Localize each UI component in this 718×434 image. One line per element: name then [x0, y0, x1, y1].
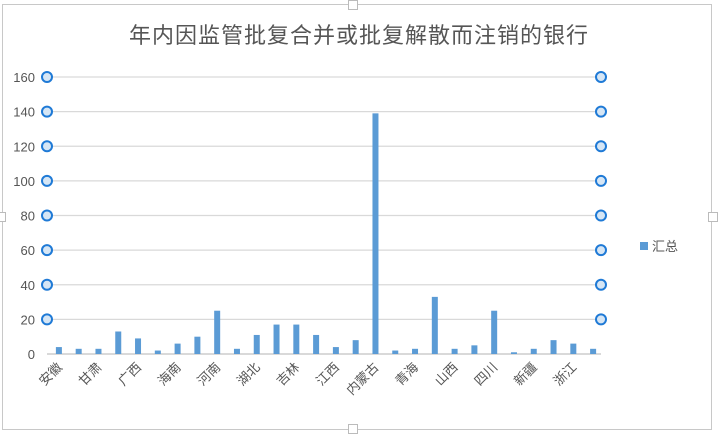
gridline-selection-handle[interactable] [41, 140, 53, 153]
gridline-selection-handle[interactable] [41, 105, 53, 118]
bar [313, 334, 320, 354]
gridline-selection-handle[interactable] [41, 244, 53, 257]
chart-frame[interactable] [2, 4, 712, 430]
bar [510, 352, 517, 354]
legend: 汇总 [640, 236, 678, 255]
resize-handle-top[interactable] [348, 0, 358, 10]
bar [253, 334, 260, 354]
gridline-selection-handle[interactable] [41, 313, 53, 326]
bar [530, 348, 537, 354]
bar [451, 348, 458, 354]
y-tick-label: 80 [21, 209, 35, 224]
bar [392, 350, 399, 354]
bar [550, 340, 557, 354]
legend-swatch [640, 241, 648, 250]
y-tick-label: 140 [13, 105, 35, 120]
gridline-selection-handle[interactable] [595, 174, 607, 187]
x-tick-label: 广西 [116, 360, 145, 389]
y-tick-label: 60 [21, 243, 35, 258]
y-tick-label: 40 [21, 278, 35, 293]
x-tick-label: 吉林 [274, 360, 303, 389]
bar [233, 348, 240, 354]
bar [75, 348, 82, 354]
bar [332, 347, 339, 354]
y-tick-label: 120 [13, 139, 35, 154]
x-tick-label: 青海 [393, 360, 422, 389]
gridline-selection-handle[interactable] [595, 278, 607, 291]
gridline-selection-handle[interactable] [595, 209, 607, 222]
x-tick-label: 山西 [432, 360, 461, 389]
bar [431, 296, 438, 354]
x-tick-label: 安徽 [37, 360, 66, 389]
chart-title: 年内因监管批复合并或批复解散而注销的银行 [128, 24, 589, 49]
bar [352, 340, 359, 354]
gridline-selection-handle[interactable] [41, 278, 53, 291]
y-tick-label: 160 [13, 70, 35, 85]
x-tick-label: 浙江 [551, 360, 580, 389]
y-tick-label: 100 [13, 174, 35, 189]
gridline-selection-handle[interactable] [41, 209, 53, 222]
x-tick-label: 河南 [194, 360, 224, 390]
bar [590, 348, 597, 354]
x-tick-label: 新疆 [511, 360, 541, 390]
bar [154, 350, 161, 354]
gridline-selection-handle[interactable] [595, 71, 607, 83]
bar [135, 338, 142, 354]
x-tick-label: 内蒙古 [343, 360, 382, 399]
bar [293, 324, 300, 354]
x-tick-label: 海南 [155, 360, 185, 390]
bar [491, 310, 498, 354]
bar [412, 348, 419, 354]
bar [471, 345, 478, 354]
bar [214, 310, 221, 354]
bar [372, 113, 379, 354]
resize-handle-left[interactable] [0, 212, 6, 222]
x-tick-label: 湖北 [235, 360, 264, 389]
legend-label: 汇总 [652, 240, 679, 255]
gridline-selection-handle[interactable] [41, 71, 53, 83]
gridline-selection-handle[interactable] [595, 140, 607, 153]
bar [95, 348, 102, 354]
y-tick-label: 20 [21, 312, 35, 327]
x-tick-label: 江西 [314, 360, 343, 389]
gridline-selection-handle[interactable] [41, 174, 53, 187]
bar [570, 343, 577, 354]
bar [115, 331, 122, 354]
bar [194, 336, 201, 354]
x-tick-label: 四川 [472, 360, 501, 389]
gridline-selection-handle[interactable] [595, 244, 607, 257]
x-tick-label: 甘肃 [76, 360, 105, 389]
gridline-selection-handle[interactable] [595, 313, 607, 326]
gridline-selection-handle[interactable] [595, 105, 607, 118]
y-tick-label: 0 [28, 347, 35, 362]
bar [174, 343, 181, 354]
bar [273, 324, 280, 354]
bar [55, 347, 62, 354]
